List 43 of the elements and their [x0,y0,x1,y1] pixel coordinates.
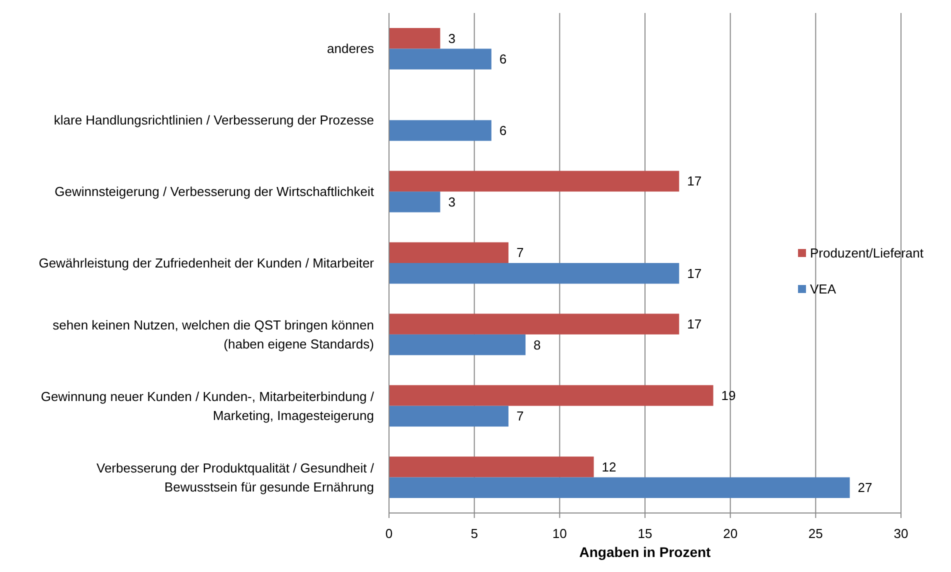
bar [389,192,440,212]
bar [389,477,850,498]
bar [389,263,680,284]
bar [389,28,440,49]
y-tick-label: Verbesserung der Produktqualität / Gesundheit / Bewusstsein für gesunde Ernährung [96,460,374,494]
data-label: 17 [687,316,702,332]
data-label: 19 [721,388,736,403]
data-label: 3 [448,30,456,46]
x-tick-label: 20 [723,526,738,541]
data-label: 6 [499,52,507,67]
data-label: 6 [499,123,507,138]
y-tick-label: sehen keinen Nutzen, welchen die QST bringen können (haben eigene Standards) [52,317,374,352]
y-tick-label: Gewinnung neuer Kunden / Kunden-, Mitarbeiterbindung / Marketing, Imagesteigerung [40,388,374,423]
bar [389,48,492,70]
data-label: 17 [687,174,702,189]
legend-label: VEA [810,282,836,296]
bar [389,170,680,192]
x-tick-label: 10 [552,526,567,541]
data-label: 3 [448,194,456,210]
data-label: 8 [534,337,541,352]
bar [389,406,508,427]
y-tick-label: Gewinnsteigerung / Verbesserung der Wirtschaftlichkeit [54,184,374,200]
x-tick-label: 5 [470,526,478,541]
data-label: 17 [687,266,702,281]
x-tick-label: 0 [385,526,393,541]
legend-label: Produzent/Lieferant [810,246,924,260]
y-tick-label: Gewährleistung der Zufriedenheit der Kunden / Mitarbeiter [38,256,375,270]
data-label: 27 [858,480,872,496]
data-label: 7 [516,408,524,424]
bar [389,242,508,263]
bar [389,334,526,356]
data-label: 12 [602,459,616,474]
data-label: 7 [516,245,524,260]
bar [389,456,594,478]
bar [389,120,492,141]
x-tick-label: 30 [894,526,908,541]
bar [389,385,714,406]
y-tick-label: klare Handlungsrichtlinien / Verbesserung der Prozesse [54,112,374,128]
x-axis-title: Angaben in Prozent [579,544,712,560]
bar [389,314,680,334]
y-tick-label: anderes [327,41,374,56]
x-tick-label: 15 [638,526,652,541]
x-tick-label: 25 [808,526,823,541]
